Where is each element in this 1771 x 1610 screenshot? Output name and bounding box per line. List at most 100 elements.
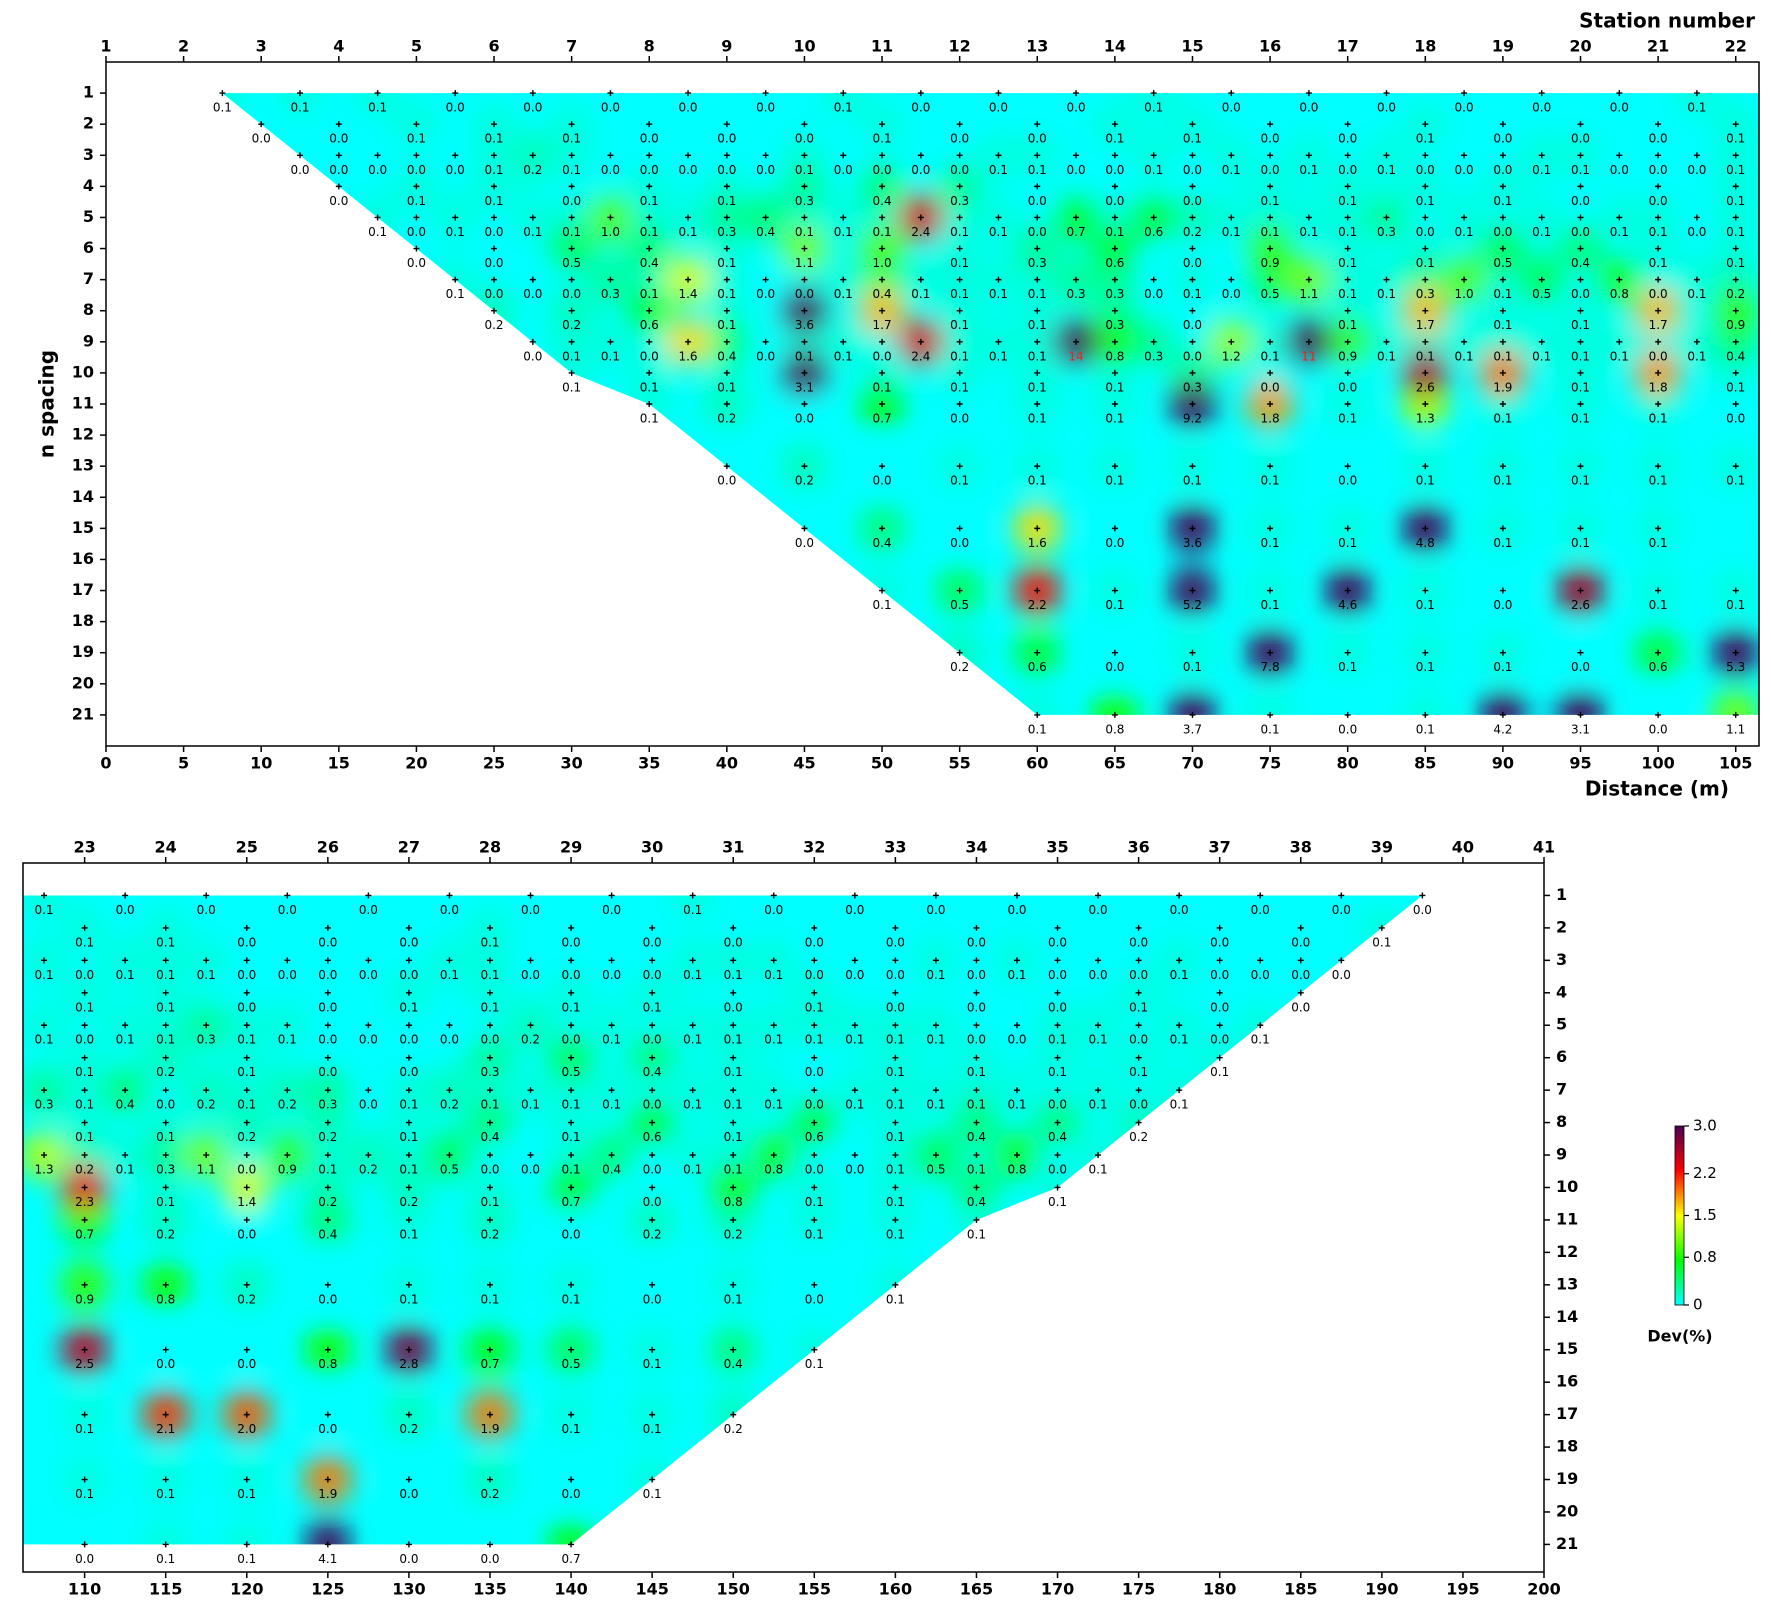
value-label: 0.1 <box>562 380 581 394</box>
value-label: 3.1 <box>1571 722 1590 736</box>
station-marker <box>1344 369 1351 376</box>
value-label: 0.1 <box>116 968 135 982</box>
value-label: 0.1 <box>1377 349 1396 363</box>
value-label: 0.0 <box>1129 968 1148 982</box>
x-tick-label: 180 <box>1203 1580 1236 1599</box>
value-label: 0.0 <box>873 163 892 177</box>
value-label: 0.9 <box>75 1292 94 1306</box>
station-marker <box>1073 90 1080 97</box>
value-label: 0.0 <box>756 349 775 363</box>
value-label: 0.0 <box>845 903 864 917</box>
station-marker <box>649 989 656 996</box>
station-marker <box>801 276 808 283</box>
station-marker <box>1655 401 1662 407</box>
value-label: 0.2 <box>1129 1130 1148 1144</box>
x-tick-label: 185 <box>1284 1580 1317 1599</box>
station-marker <box>1257 1022 1264 1029</box>
value-label: 1.2 <box>1222 349 1241 363</box>
station-marker <box>1422 649 1429 656</box>
station-marker <box>1267 587 1274 594</box>
value-label: 0.7 <box>873 412 892 426</box>
value-label: 0.1 <box>1416 256 1435 270</box>
value-label: 0.0 <box>1067 101 1086 115</box>
deviation-blob <box>508 93 557 118</box>
station-marker <box>446 892 453 899</box>
value-label: 0.1 <box>989 349 1008 363</box>
station-marker <box>770 1152 777 1159</box>
station-marker <box>1344 183 1351 190</box>
value-label: 0.0 <box>911 101 930 115</box>
station-marker <box>811 1087 818 1094</box>
station-marker <box>324 1281 331 1288</box>
station-marker <box>365 1087 372 1094</box>
value-label: 0.1 <box>640 380 659 394</box>
station-marker <box>1422 369 1429 376</box>
value-label: 0.1 <box>805 1033 824 1047</box>
value-label: 0.1 <box>1493 318 1512 332</box>
y-tick-label: 6 <box>1556 1047 1567 1066</box>
station-marker <box>1189 245 1196 252</box>
station-marker <box>730 957 737 964</box>
x-tick-label: 0 <box>100 754 111 773</box>
value-label: 0.1 <box>156 1033 175 1047</box>
value-label: 0.1 <box>1222 163 1241 177</box>
value-label: 11 <box>1301 349 1316 363</box>
value-label: 0.2 <box>156 1227 175 1241</box>
value-label: 0.0 <box>805 1163 824 1177</box>
value-label: 0.1 <box>1299 225 1318 239</box>
value-label: 0.0 <box>1028 132 1047 146</box>
value-label: 1.0 <box>1455 287 1474 301</box>
value-label: 0.5 <box>1493 256 1512 270</box>
plot-frame <box>22 862 1545 1573</box>
value-label: 0.0 <box>1338 132 1357 146</box>
value-label: 1.6 <box>1028 536 1047 550</box>
value-label: 0.1 <box>834 349 853 363</box>
value-label: 0.1 <box>1649 536 1668 550</box>
station-marker <box>917 338 924 345</box>
station-marker <box>81 1087 88 1094</box>
value-label: 0.1 <box>886 1163 905 1177</box>
value-label: 1.3 <box>35 1163 54 1177</box>
value-label: 0.2 <box>1726 287 1745 301</box>
value-label: 0.1 <box>1416 132 1435 146</box>
value-label: 0.0 <box>1183 318 1202 332</box>
station-marker <box>162 1152 169 1159</box>
x2-tick-label: 4 <box>333 37 344 56</box>
value-label: 0.1 <box>278 1033 297 1047</box>
station-marker <box>879 338 886 345</box>
station-marker <box>1577 711 1584 718</box>
value-label: 0.1 <box>834 225 853 239</box>
value-label: 0.2 <box>717 412 736 426</box>
station-marker <box>487 1346 494 1353</box>
value-label: 0.0 <box>1048 968 1067 982</box>
value-label: 0.1 <box>643 1000 662 1014</box>
station-marker <box>1054 957 1061 964</box>
station-marker <box>646 214 653 221</box>
station-marker <box>646 276 653 283</box>
y-tick-label: 19 <box>72 642 94 661</box>
y-tick-label: 17 <box>72 580 94 599</box>
station-marker <box>405 1184 412 1191</box>
value-label: 0.3 <box>1183 380 1202 394</box>
value-label: 0.1 <box>368 225 387 239</box>
value-label: 1.9 <box>1493 380 1512 394</box>
station-marker <box>973 1022 980 1029</box>
station-marker <box>1150 90 1157 97</box>
x-tick-label: 165 <box>960 1580 993 1599</box>
value-label: 0.0 <box>359 1098 378 1112</box>
station-marker <box>491 214 498 221</box>
value-label: 0.1 <box>989 163 1008 177</box>
station-marker <box>689 1087 696 1094</box>
station-marker <box>243 924 250 931</box>
station-marker <box>917 214 924 221</box>
station-marker <box>973 957 980 964</box>
station-marker <box>1655 649 1662 656</box>
station-marker <box>1305 214 1312 221</box>
station-marker <box>1150 214 1157 221</box>
value-label: 0.1 <box>1028 349 1047 363</box>
station-marker <box>1422 338 1429 345</box>
value-label: 0.0 <box>278 903 297 917</box>
station-marker <box>649 1022 656 1029</box>
station-marker <box>568 1022 575 1029</box>
